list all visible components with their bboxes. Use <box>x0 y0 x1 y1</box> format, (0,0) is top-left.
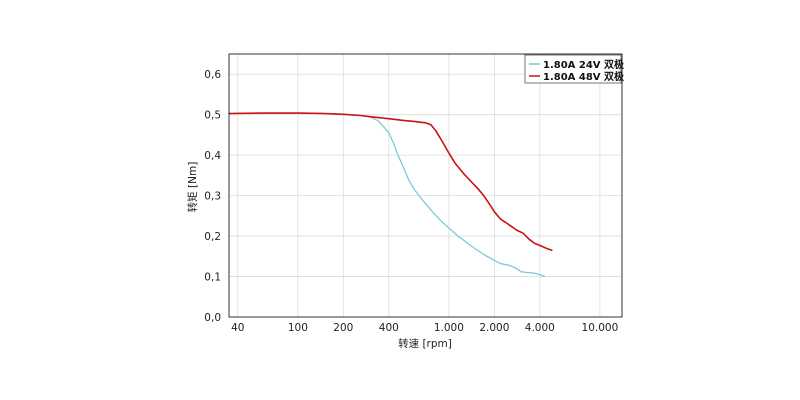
x-tick-label: 100 <box>288 322 308 334</box>
y-tick-label: 0,5 <box>204 110 221 122</box>
y-tick-label: 0,0 <box>204 312 221 324</box>
series-lines <box>228 112 553 278</box>
y-tick-label: 0,2 <box>204 231 221 243</box>
y-tick-label: 0,1 <box>204 272 221 284</box>
x-tick-label: 10.000 <box>582 322 619 334</box>
legend-label-48v: 1.80A 48V 双极 <box>543 70 625 83</box>
x-tick-label: 4.000 <box>525 322 555 334</box>
y-tick-label: 0,6 <box>204 69 221 81</box>
x-tick-label: 200 <box>333 322 353 334</box>
y-tick-labels: 0,0 0,1 0,2 0,3 0,4 0,5 0,6 <box>204 69 221 324</box>
x-axis-title: 转速 [rpm] <box>398 337 452 350</box>
x-tick-label: 2.000 <box>479 322 509 334</box>
x-tick-label: 400 <box>379 322 399 334</box>
y-tick-label: 0,4 <box>204 150 221 162</box>
legend-label-24v: 1.80A 24V 双极 <box>543 58 625 71</box>
x-tick-labels: 40 100 200 400 1.000 2.000 4.000 10.000 <box>231 322 618 334</box>
legend-box <box>524 54 622 84</box>
x-tick-label: 40 <box>231 322 244 334</box>
series-line-24v <box>228 112 546 278</box>
gridlines <box>229 54 622 318</box>
y-axis-title: 转矩 [Nm] <box>186 162 199 213</box>
plot-frame <box>228 53 623 318</box>
legend: 1.80A 24V 双极 1.80A 48V 双极 <box>524 54 625 84</box>
series-line-48v <box>228 112 553 251</box>
y-tick-label: 0,3 <box>204 191 221 203</box>
x-tick-label: 1.000 <box>434 322 464 334</box>
